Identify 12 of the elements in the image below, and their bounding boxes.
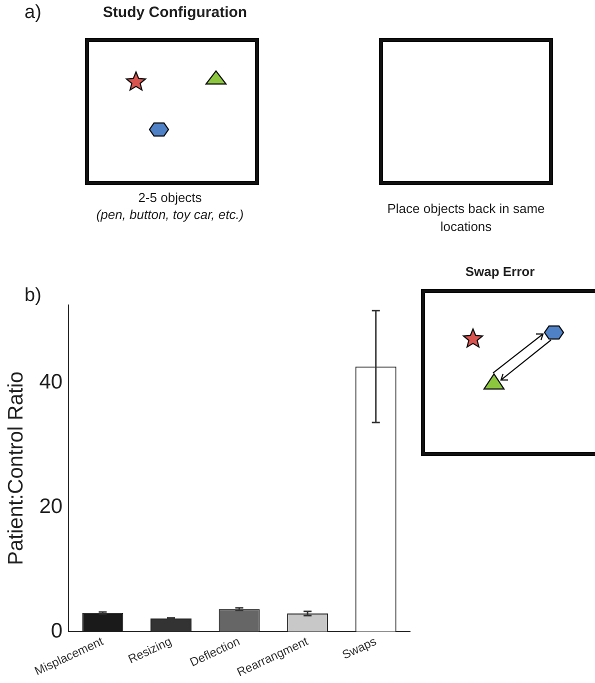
- text: Place objects back in same locations: [386, 200, 546, 236]
- x-tick-label: Swaps: [340, 634, 379, 662]
- y-tick-label: 40: [39, 370, 63, 394]
- text: a): [24, 2, 42, 24]
- y-tick-label: 0: [50, 619, 63, 642]
- text: Study Configuration: [102, 4, 248, 21]
- text: b): [24, 285, 42, 307]
- text: (pen, button, toy car, etc.): [95, 207, 245, 222]
- text: 2-5 objects: [137, 190, 203, 205]
- y-axis-title: Patient:Control Ratio: [4, 371, 28, 566]
- y-tick-label: 20: [39, 494, 63, 518]
- text: Swap Error: [464, 264, 536, 279]
